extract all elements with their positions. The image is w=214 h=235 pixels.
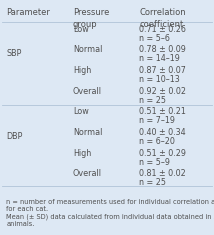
Text: Normal: Normal [73, 128, 102, 137]
Text: 0.81 ± 0.02: 0.81 ± 0.02 [139, 169, 186, 178]
Text: SBP: SBP [6, 49, 22, 58]
Text: n = 10–13: n = 10–13 [139, 75, 180, 84]
Text: n = 6–20: n = 6–20 [139, 137, 175, 146]
Text: 0.78 ± 0.09: 0.78 ± 0.09 [139, 45, 186, 54]
Text: DBP: DBP [6, 132, 23, 141]
Text: Mean (± SD) data calculated from individual data obtained in six: Mean (± SD) data calculated from individ… [6, 214, 214, 220]
Text: animals.: animals. [6, 221, 35, 227]
Text: High: High [73, 149, 91, 158]
Text: Pressure
group: Pressure group [73, 8, 109, 29]
Text: n = 5–6: n = 5–6 [139, 34, 170, 43]
Text: Overall: Overall [73, 87, 102, 96]
Text: Low: Low [73, 25, 89, 34]
Text: 0.51 ± 0.21: 0.51 ± 0.21 [139, 107, 186, 116]
Text: 0.71 ± 0.26: 0.71 ± 0.26 [139, 25, 186, 34]
Text: Normal: Normal [73, 45, 102, 54]
Text: n = 5–9: n = 5–9 [139, 158, 170, 167]
Text: Correlation
coefficient: Correlation coefficient [139, 8, 186, 29]
Text: Low: Low [73, 107, 89, 116]
Text: for each cat.: for each cat. [6, 206, 49, 212]
Text: 0.51 ± 0.29: 0.51 ± 0.29 [139, 149, 186, 158]
Text: Overall: Overall [73, 169, 102, 178]
Text: n = 14–19: n = 14–19 [139, 54, 180, 63]
Text: 0.92 ± 0.02: 0.92 ± 0.02 [139, 87, 186, 96]
Text: n = 25: n = 25 [139, 96, 166, 105]
Text: Parameter: Parameter [6, 8, 50, 17]
Text: n = 25: n = 25 [139, 178, 166, 187]
Text: n = number of measurements used for individual correlation analysis: n = number of measurements used for indi… [6, 199, 214, 205]
Text: 0.40 ± 0.34: 0.40 ± 0.34 [139, 128, 186, 137]
Text: High: High [73, 66, 91, 75]
Text: 0.87 ± 0.07: 0.87 ± 0.07 [139, 66, 186, 75]
Text: n = 7–19: n = 7–19 [139, 116, 175, 125]
